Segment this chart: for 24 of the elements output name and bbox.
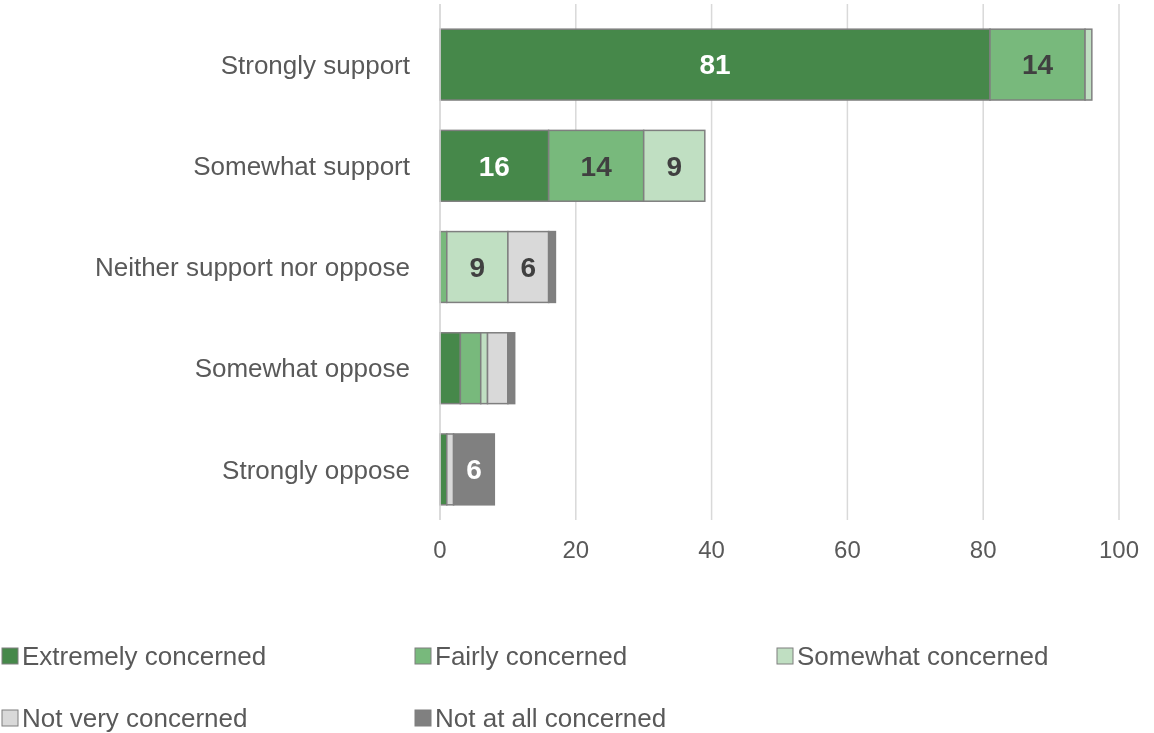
data-label: 16 bbox=[478, 150, 510, 182]
data-label: 14 bbox=[580, 150, 613, 182]
legend-label: Not at all concerned bbox=[435, 703, 667, 733]
legend-label: Not very concerned bbox=[22, 703, 248, 733]
legend-label: Fairly concerned bbox=[435, 641, 628, 672]
y-tick-label: Neither support nor oppose bbox=[94, 252, 410, 283]
data-label: 14 bbox=[1021, 49, 1054, 81]
x-tick-label: 100 bbox=[1098, 536, 1140, 563]
legend-label: Extremely concerned bbox=[22, 641, 267, 672]
data-label: 81 bbox=[699, 49, 731, 81]
x-tick-label: 0 bbox=[433, 536, 447, 563]
data-label: 9 bbox=[469, 251, 486, 283]
y-tick-label: Strongly support bbox=[220, 49, 411, 80]
x-tick-label: 20 bbox=[562, 536, 590, 563]
legend-label: Somewhat concerned bbox=[797, 641, 1049, 672]
y-tick-label: Somewhat support bbox=[193, 150, 411, 181]
data-label: 6 bbox=[520, 251, 537, 283]
data-label: 9 bbox=[666, 150, 683, 182]
y-tick-label: Somewhat oppose bbox=[194, 353, 410, 384]
x-tick-label: 60 bbox=[834, 536, 861, 563]
data-label: 6 bbox=[466, 454, 482, 486]
x-tick-label: 40 bbox=[698, 536, 725, 563]
y-tick-label: Strongly oppose bbox=[222, 454, 410, 485]
x-tick-label: 80 bbox=[969, 536, 997, 563]
